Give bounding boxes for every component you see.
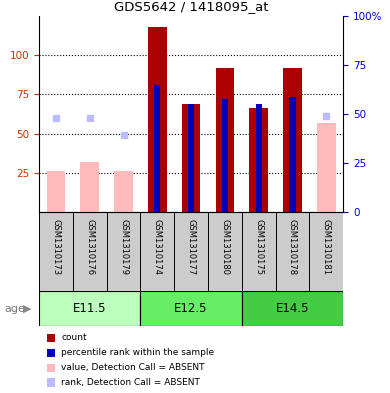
Text: GSM1310174: GSM1310174 [153,219,162,274]
Text: GSM1310177: GSM1310177 [186,219,196,275]
Text: value, Detection Call = ABSENT: value, Detection Call = ABSENT [61,364,205,372]
Bar [242,291,343,326]
Bar [80,162,99,212]
Text: GSM1310173: GSM1310173 [51,219,60,275]
Bar [46,171,65,212]
Text: E14.5: E14.5 [276,302,309,315]
Text: GSM1310179: GSM1310179 [119,219,128,274]
Text: age: age [4,303,25,314]
Bar [39,291,140,326]
Bar [114,171,133,212]
Text: GSM1310181: GSM1310181 [322,219,331,274]
Text: E11.5: E11.5 [73,302,106,315]
Bar [148,27,167,212]
Text: percentile rank within the sample: percentile rank within the sample [61,349,214,357]
Bar [289,97,296,212]
Text: ▶: ▶ [23,303,32,314]
Text: rank, Detection Call = ABSENT: rank, Detection Call = ABSENT [61,378,200,387]
Bar [216,68,234,212]
Bar [140,291,242,326]
Text: GSM1310178: GSM1310178 [288,219,297,275]
Title: GDS5642 / 1418095_at: GDS5642 / 1418095_at [114,0,268,13]
Bar [154,85,160,212]
Text: count: count [61,334,87,342]
Text: GSM1310175: GSM1310175 [254,219,263,274]
Text: GSM1310180: GSM1310180 [220,219,229,274]
Text: E12.5: E12.5 [174,302,208,315]
Bar [188,104,194,212]
Bar [182,104,200,212]
Bar [249,108,268,212]
Bar [317,123,335,212]
Bar [222,99,228,212]
Bar [256,104,262,212]
Bar [283,68,302,212]
Text: GSM1310176: GSM1310176 [85,219,94,275]
